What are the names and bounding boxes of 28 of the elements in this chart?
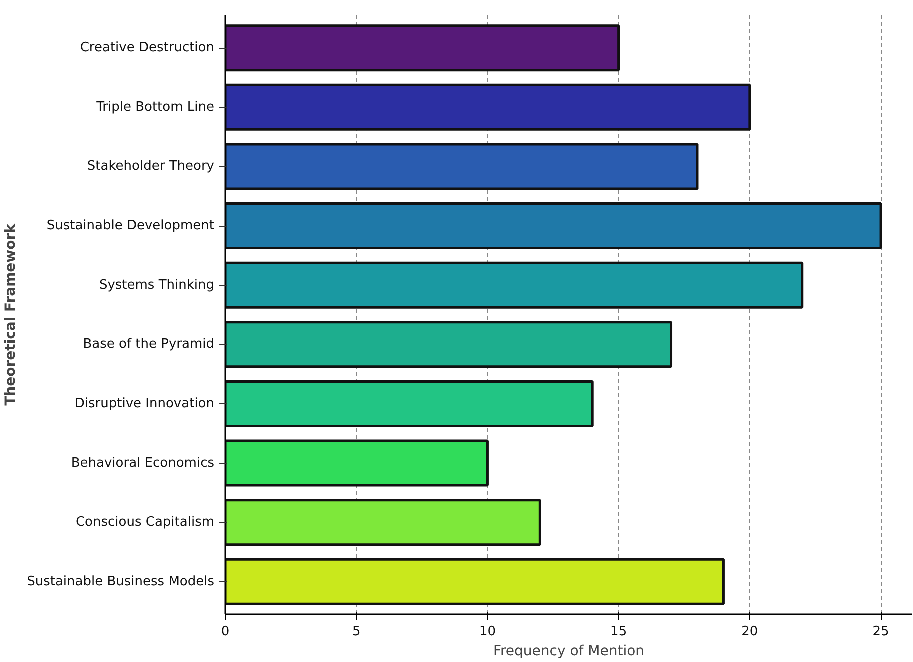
x-tick-label: 20 [742, 624, 758, 640]
x-tick-label: 15 [610, 624, 628, 640]
x-tick-label: 5 [352, 624, 361, 640]
y-tick-label: Stakeholder Theory [87, 159, 215, 174]
y-tick-label: Base of the Pyramid [83, 337, 215, 352]
y-tick-label: Conscious Capitalism [76, 515, 214, 530]
x-axis-title: Frequency of Mention [493, 644, 645, 660]
x-tick-label: 0 [221, 624, 230, 640]
x-tick-label: 25 [872, 624, 890, 640]
bar [226, 499, 542, 546]
bar [226, 380, 594, 428]
y-tick-label: Behavioral Economics [71, 456, 215, 471]
x-tick-label: 10 [479, 624, 496, 640]
bar [226, 84, 752, 131]
y-axis-title: Theoretical Framework [3, 223, 20, 406]
y-tick-label: Sustainable Business Models [27, 574, 215, 590]
y-tick-label: Sustainable Development [46, 218, 214, 234]
bar [226, 262, 804, 309]
bar [226, 440, 489, 487]
bar [226, 24, 620, 72]
bar [226, 558, 725, 606]
y-tick-label: Disruptive Innovation [74, 396, 214, 412]
bar [226, 321, 673, 368]
y-tick-label: Systems Thinking [99, 278, 214, 293]
bar [226, 202, 882, 250]
bar [226, 143, 699, 190]
y-tick-label: Triple Bottom Line [96, 100, 214, 115]
y-tick-label: Creative Destruction [80, 40, 215, 56]
